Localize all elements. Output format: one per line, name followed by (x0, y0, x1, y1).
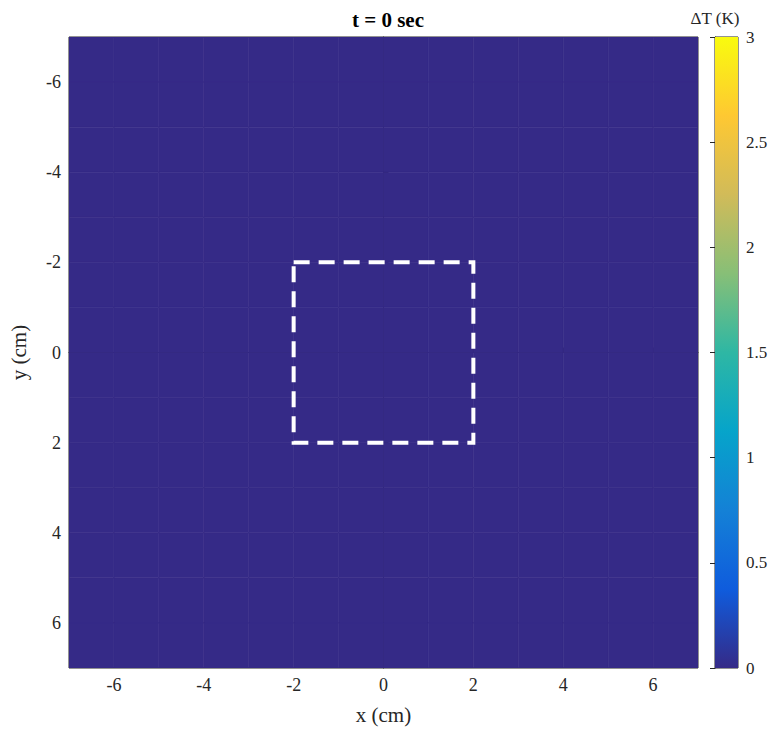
svg-text:4: 4 (52, 523, 61, 543)
svg-text:y (cm): y (cm) (7, 325, 31, 380)
svg-text:x (cm): x (cm) (356, 703, 411, 727)
svg-text:0: 0 (746, 659, 755, 678)
svg-text:0: 0 (379, 675, 388, 695)
svg-text:-6: -6 (106, 675, 121, 695)
svg-text:6: 6 (649, 675, 658, 695)
svg-text:ΔT (K): ΔT (K) (691, 9, 740, 28)
svg-text:0: 0 (52, 343, 61, 363)
svg-text:-6: -6 (46, 72, 61, 92)
svg-text:t = 0 sec: t = 0 sec (352, 8, 424, 32)
svg-text:4: 4 (559, 675, 568, 695)
svg-text:-4: -4 (46, 162, 61, 182)
svg-text:-4: -4 (196, 675, 211, 695)
svg-text:2: 2 (469, 675, 478, 695)
svg-text:2: 2 (52, 433, 61, 453)
svg-text:2.5: 2.5 (746, 133, 767, 152)
svg-text:-2: -2 (46, 252, 61, 272)
svg-text:6: 6 (52, 613, 61, 633)
svg-text:0.5: 0.5 (746, 553, 767, 572)
svg-text:1: 1 (746, 448, 755, 467)
svg-text:3: 3 (746, 28, 755, 47)
svg-text:-2: -2 (286, 675, 301, 695)
svg-text:2: 2 (746, 238, 755, 257)
svg-text:1.5: 1.5 (746, 343, 767, 362)
